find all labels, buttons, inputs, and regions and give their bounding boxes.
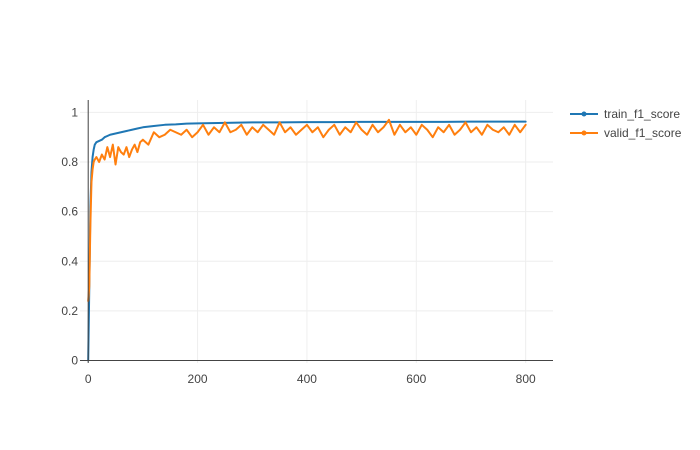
legend-swatch-marker	[581, 130, 587, 136]
grid	[80, 100, 553, 363]
series-line-valid_f1_score	[87, 118, 527, 302]
y-tick-label: 1	[71, 105, 78, 119]
x-tick-label: 400	[297, 372, 317, 386]
legend-swatch-marker	[581, 111, 587, 117]
x-tick-label: 0	[85, 372, 92, 386]
x-tick-label: 600	[406, 372, 426, 386]
legend-label: valid_f1_score	[604, 126, 682, 140]
y-tick-label: 0	[71, 354, 78, 368]
y-tick-label: 0.4	[61, 254, 78, 268]
x-tick-label: 800	[516, 372, 536, 386]
y-tick-label: 0.2	[61, 304, 78, 318]
series-lines	[87, 118, 527, 362]
legend[interactable]: train_f1_score valid_f1_score	[570, 107, 682, 140]
x-tick-label: 200	[188, 372, 208, 386]
y-tick-label: 0.8	[61, 155, 78, 169]
legend-item-valid_f1_score[interactable]: valid_f1_score	[570, 126, 682, 140]
y-tick-label: 0.6	[61, 205, 78, 219]
axes	[80, 100, 553, 363]
legend-label: train_f1_score	[604, 107, 680, 121]
series-line-train_f1_score	[87, 120, 527, 362]
legend-item-train_f1_score[interactable]: train_f1_score	[570, 107, 680, 121]
tick-labels: 0 200 400 600 800 0 0.2 0.4 0.6 0.8 1	[61, 105, 536, 386]
